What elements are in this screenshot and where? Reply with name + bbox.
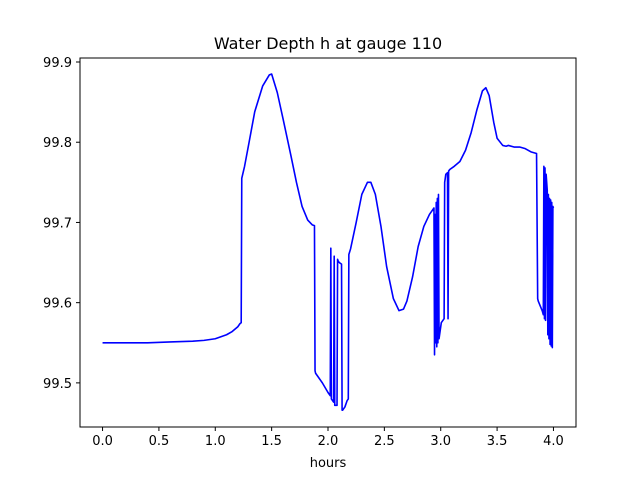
chart-title: Water Depth h at gauge 110 xyxy=(214,34,442,53)
x-tick-label: 2.5 xyxy=(374,434,395,449)
plot-area xyxy=(102,73,555,411)
y-tick-label: 99.6 xyxy=(43,297,72,312)
y-tick-label: 99.8 xyxy=(43,136,72,151)
y-tick-label: 99.7 xyxy=(43,216,72,231)
x-tick-label: 4.0 xyxy=(543,434,564,449)
x-tick-label: 1.0 xyxy=(205,434,226,449)
y-tick-label: 99.9 xyxy=(43,56,72,71)
y-tick-label: 99.5 xyxy=(43,377,72,392)
x-tick-label: 0.0 xyxy=(92,434,113,449)
y-axis: 99.5 99.6 99.7 99.8 99.9 xyxy=(43,56,80,392)
x-axis-title: hours xyxy=(310,456,347,471)
x-tick-label: 2.0 xyxy=(318,434,339,449)
x-tick-label: 0.5 xyxy=(149,434,170,449)
x-tick-label: 1.5 xyxy=(261,434,282,449)
x-tick-label: 3.0 xyxy=(430,434,451,449)
x-tick-label: 3.5 xyxy=(487,434,508,449)
x-axis: 0.0 0.5 1.0 1.5 2.0 2.5 3.0 3.5 4.0 xyxy=(92,427,564,449)
series-line-water-depth xyxy=(102,73,555,411)
